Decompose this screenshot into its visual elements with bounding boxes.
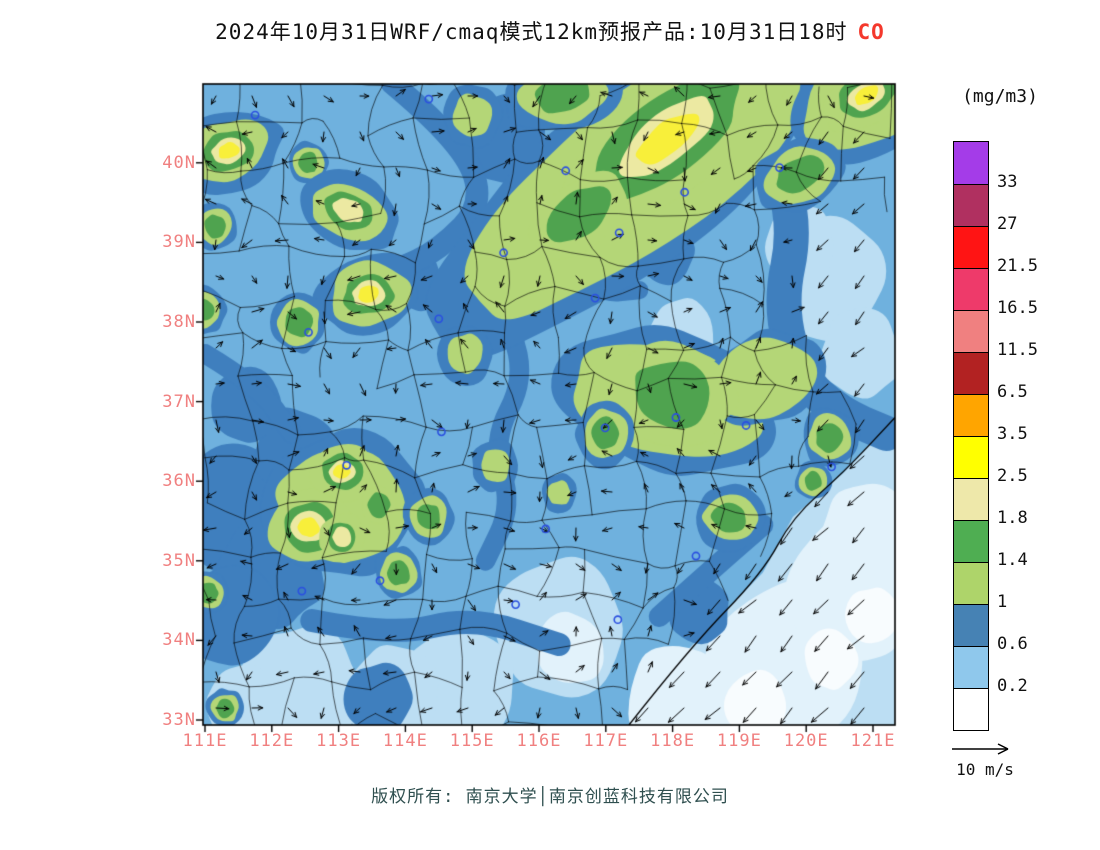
colorbar-cell (954, 394, 988, 436)
colorbar-label: 27 (997, 214, 1018, 234)
colorbar-label: 2.5 (997, 466, 1028, 486)
colorbar-label: 0.6 (997, 634, 1028, 654)
colorbar-cell (954, 352, 988, 394)
colorbar-label: 1 (997, 592, 1008, 612)
colorbar-cell (954, 604, 988, 646)
colorbar-label: 1.8 (997, 508, 1028, 528)
lat-axis-label: 40N (162, 152, 196, 173)
colorbar-label: 21.5 (997, 256, 1038, 276)
lon-axis-label: 119E (716, 731, 762, 751)
title-text: 2024年10月31日WRF/cmaq模式12km预报产品:10月31日18时 (215, 20, 848, 44)
lon-axis-label: 118E (650, 731, 696, 751)
lat-axis-label: 34N (162, 630, 196, 651)
lon-axis-label: 111E (182, 731, 228, 751)
copyright-caption: 版权所有: 南京大学│南京创蓝科技有限公司 (371, 787, 729, 807)
lat-axis-label: 33N (162, 710, 196, 730)
colorbar-cell (954, 142, 988, 184)
page-title: 2024年10月31日WRF/cmaq模式12km预报产品:10月31日18时 C… (0, 16, 1100, 46)
colorbar-label: 33 (997, 172, 1018, 192)
colorbar-cell (954, 310, 988, 352)
lat-axis-label: 37N (162, 391, 196, 412)
colorbar-label: 16.5 (997, 298, 1038, 318)
colorbar-cell (954, 688, 988, 730)
lon-axis-label: 115E (449, 731, 495, 751)
lat-axis-label: 38N (162, 312, 196, 332)
lat-axis-label: 39N (162, 232, 196, 253)
colorbar-cell (954, 646, 988, 688)
colorbar-label: 6.5 (997, 382, 1028, 402)
colorbar-label: 3.5 (997, 424, 1028, 444)
lat-axis-label: 35N (162, 550, 196, 571)
colorbar (953, 141, 989, 731)
wind-scale-label: 10 m/s (956, 760, 1014, 779)
colorbar-cell (954, 184, 988, 226)
colorbar-cell (954, 562, 988, 604)
lon-axis-label: 121E (850, 731, 896, 751)
colorbar-cell (954, 520, 988, 562)
colorbar-label: 11.5 (997, 340, 1038, 360)
colorbar-label: 1.4 (997, 550, 1028, 570)
lon-axis-label: 112E (249, 731, 295, 751)
lon-axis-label: 116E (516, 731, 562, 751)
colorbar-cell (954, 268, 988, 310)
lon-axis-label: 117E (583, 731, 629, 751)
colorbar-cell (954, 226, 988, 268)
lon-axis-label: 114E (382, 731, 428, 751)
colorbar-label: 0.2 (997, 676, 1028, 696)
colorbar-cell (954, 436, 988, 478)
lat-axis-label: 36N (162, 471, 196, 492)
colorbar-units: (mg/m3) (962, 86, 1038, 107)
wind-scale-arrow (952, 743, 1009, 755)
colorbar-cell (954, 478, 988, 520)
title-species: CO (857, 20, 885, 44)
lon-axis-label: 113E (316, 731, 362, 751)
lon-axis-label: 120E (783, 731, 829, 751)
